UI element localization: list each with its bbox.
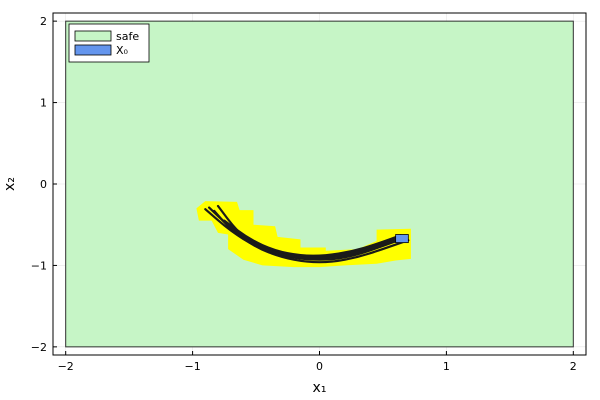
y-tick-label: 1 [40,97,47,110]
regions [65,20,574,348]
y-tick-label: −1 [31,259,47,272]
y-tick-label: 0 [40,178,47,191]
legend: safe X₀ [68,23,150,63]
ticks: −2 −1 0 1 2 −2 −1 0 1 2 [31,15,577,373]
initial-set-region [395,234,409,244]
safe-region [65,20,574,348]
y-tick-label: −2 [31,341,47,354]
legend-swatch-initial-set [74,44,112,56]
legend-swatch-safe [74,30,112,42]
trajectory-line [216,204,409,259]
legend-label-safe: safe [116,30,139,43]
trajectory-line [223,219,402,257]
x-tick-label: −2 [58,360,74,373]
x-tick-label: 1 [443,360,450,373]
x-tick-label: 2 [570,360,577,373]
y-axis-label: x₂ [2,177,18,191]
legend-box [68,23,150,63]
legend-label-initial-set: X₀ [116,44,129,57]
x-tick-label: 0 [316,360,323,373]
y-tick-label: 2 [40,15,47,28]
x-tick-label: −1 [184,360,200,373]
x-axis-label: x₁ [313,380,327,396]
trajectories [204,204,410,264]
